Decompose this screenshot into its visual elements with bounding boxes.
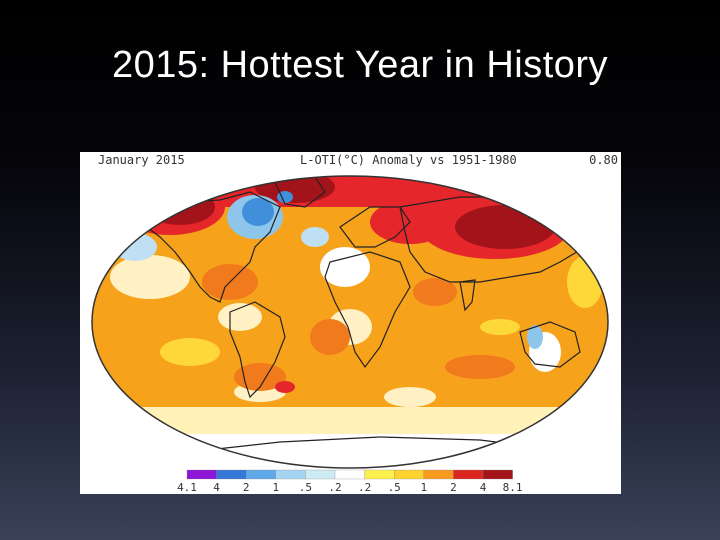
legend-tick-label: .5: [299, 481, 312, 494]
legend-swatch: [246, 469, 276, 480]
australia-outline: [519, 321, 581, 368]
slide-title: 2015: Hottest Year in History: [111, 44, 609, 86]
legend-tick-label: 2: [243, 481, 250, 494]
legend-swatch: [334, 469, 365, 480]
europe-outline: [339, 206, 411, 248]
anomaly-yellow-east-pacific: [160, 338, 220, 366]
legend-swatch: [275, 469, 306, 480]
anomaly-pale-north-pacific: [110, 255, 190, 299]
anomaly-field: [92, 176, 608, 468]
legend-tick-label: .5: [388, 481, 401, 494]
legend-tick-label: 2: [450, 481, 457, 494]
anomaly-red-south-pacific-spot: [275, 381, 295, 393]
anomaly-deep-red-siberia: [455, 205, 555, 249]
anomaly-red-bering: [92, 228, 128, 256]
legend-tick-label: .2: [328, 481, 341, 494]
legend-tick-label: 4.1: [177, 481, 197, 494]
anomaly-white-north-africa: [320, 247, 370, 287]
legend-swatch: [305, 469, 336, 480]
india-outline: [459, 279, 476, 312]
anomaly-blue-canada: [242, 198, 274, 226]
south-america-outline: [229, 301, 286, 399]
map-metric-label: L-OTI(°C) Anomaly vs 1951-1980: [300, 153, 517, 167]
legend-swatch: [482, 469, 513, 480]
map-period-label: January 2015: [98, 153, 185, 167]
anomaly-antarctic-band: [92, 434, 608, 468]
legend-tick-label: 1: [420, 481, 427, 494]
africa-outline: [324, 251, 411, 369]
legend-swatch: [453, 469, 484, 480]
legend-swatch: [364, 469, 395, 480]
map-projection-outline: [91, 175, 609, 469]
legend-swatch: [423, 469, 454, 480]
world-map-graphic: 4.1 4 2 1 .5 .2 .2 .5 1 2 4 8.1: [91, 175, 609, 494]
legend-tick-label: 8.1: [503, 481, 523, 494]
anomaly-yellow-indian: [480, 319, 520, 335]
legend-tick-label: .2: [358, 481, 371, 494]
legend-swatches: [186, 469, 513, 480]
map-global-mean-label: 0.80: [589, 153, 618, 167]
anomaly-dark-orange-south-america: [310, 319, 350, 355]
anomaly-dark-orange-south-pacific: [234, 363, 286, 391]
legend-tick-labels: 4.1 4 2 1 .5 .2 .2 .5 1 2 4 8.1: [177, 481, 522, 494]
temperature-anomaly-map-panel: January 2015 L-OTI(°C) Anomaly vs 1951-1…: [80, 152, 621, 494]
color-scale-legend: 4.1 4 2 1 .5 .2 .2 .5 1 2 4 8.1: [177, 469, 523, 494]
legend-tick-label: 4: [213, 481, 220, 494]
anomaly-dark-orange-indian: [445, 355, 515, 379]
anomaly-pale-mid-pacific: [218, 303, 262, 331]
anomaly-blue-australia: [527, 325, 543, 349]
anomaly-deep-red-alaska: [145, 189, 215, 225]
anomaly-pale-blue-atlantic: [301, 227, 329, 247]
anomaly-pale-south-atlantic: [384, 387, 436, 407]
legend-swatch: [186, 469, 217, 480]
north-america-outline: [138, 191, 281, 303]
legend-swatch: [216, 469, 247, 480]
anomaly-dark-orange-arabia: [413, 278, 457, 306]
legend-swatch: [394, 469, 424, 480]
anomaly-red-arctic-band: [92, 176, 608, 207]
legend-tick-label: 1: [272, 481, 279, 494]
legend-tick-label: 4: [480, 481, 487, 494]
